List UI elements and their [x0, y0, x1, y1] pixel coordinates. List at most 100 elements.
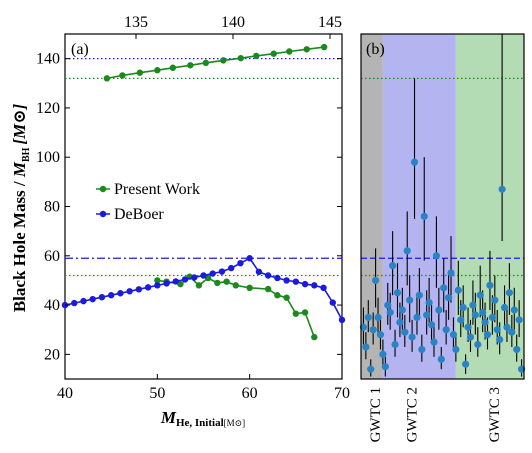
event-point-25 [420, 212, 428, 220]
event-point-17 [401, 328, 409, 336]
top-tick-label-2: 145 [318, 14, 342, 31]
series-1-point-15 [200, 272, 207, 279]
series-2-point-4 [169, 64, 177, 71]
event-point-60 [505, 289, 514, 297]
event-point-20 [408, 333, 416, 341]
band-gwtc-1 [361, 34, 383, 379]
series-2-point-11 [286, 48, 293, 55]
event-point-21 [410, 158, 419, 166]
x-tick-label-2: 60 [242, 385, 258, 402]
event-point-28 [427, 321, 436, 329]
panel-a-reference-lines [65, 57, 342, 277]
event-point-52 [486, 281, 494, 289]
series-0-point-11 [274, 292, 281, 299]
series-1-point-8 [135, 286, 143, 293]
series-1-point-29 [329, 299, 336, 306]
event-point-1 [362, 343, 370, 351]
series-1-point-18 [228, 264, 235, 272]
panel-a-series [61, 43, 346, 341]
series-2-point-13 [320, 43, 328, 51]
series-0-point-12 [283, 294, 290, 301]
series-1-point-14 [191, 274, 198, 281]
event-point-15 [396, 318, 404, 326]
series-1-point-22 [264, 272, 272, 279]
legend-deboer-label: DeBoer [114, 206, 164, 223]
event-point-49 [479, 308, 487, 317]
series-1-point-19 [237, 259, 244, 267]
panel-a-y-ticks: 20 40 60 80 100 120 140 [36, 51, 342, 363]
x-axis-label: MHe, Initial[M⊙] [160, 408, 245, 429]
event-point-6 [374, 313, 382, 321]
event-point-47 [474, 340, 482, 349]
event-point-26 [423, 311, 431, 319]
event-point-0 [359, 323, 368, 331]
series-0-point-7 [223, 278, 230, 285]
event-point-11 [386, 308, 394, 317]
event-point-13 [391, 340, 399, 349]
y-tick-label-0: 20 [44, 346, 60, 363]
series-1-point-27 [311, 282, 318, 289]
event-point-44 [466, 333, 475, 341]
event-point-51 [483, 331, 492, 339]
event-point-7 [376, 331, 385, 339]
series-1-point-12 [172, 278, 179, 285]
x-tick-label-3: 70 [334, 385, 350, 402]
series-1-point-26 [301, 280, 309, 288]
event-point-8 [379, 350, 387, 358]
series-line-1 [64, 257, 343, 321]
series-0-point-9 [246, 284, 253, 292]
series-2-point-8 [237, 54, 244, 62]
event-point-50 [481, 318, 489, 326]
series-2-point-1 [119, 72, 126, 79]
series-1-point-9 [144, 284, 152, 291]
series-1-point-23 [274, 274, 281, 282]
series-1-point-24 [283, 277, 290, 284]
panel-b-frame [360, 33, 525, 380]
series-1-point-17 [218, 268, 226, 275]
panel-a-top-ticks: 135 140 145 [124, 14, 342, 39]
event-point-54 [491, 296, 499, 304]
panel-a-label: (a) [71, 41, 89, 58]
series-1-point-20 [246, 255, 253, 262]
series-1-point-2 [80, 297, 87, 305]
series-2-point-12 [303, 46, 310, 53]
event-point-48 [476, 291, 484, 299]
panel-b: (b) GWTC 1 GWTC 2 GWTC 3 [359, 33, 526, 442]
event-point-62 [510, 306, 518, 314]
panel-a-frame [64, 33, 343, 380]
event-point-14 [393, 289, 402, 297]
series-1-point-16 [209, 270, 216, 277]
panel-a-x-ticks: 40 50 60 70 [57, 374, 350, 402]
event-point-30 [432, 252, 441, 260]
event-point-33 [440, 284, 448, 292]
event-point-4 [369, 326, 377, 334]
series-1-point-30 [338, 316, 346, 324]
event-point-37 [449, 331, 458, 339]
event-point-64 [515, 316, 523, 324]
y-tick-label-1: 40 [44, 297, 60, 314]
series-0-point-15 [311, 333, 318, 341]
event-point-24 [418, 345, 426, 354]
y-axis-label: Black Hole Mass / MBH[M⊙] [10, 104, 32, 313]
event-point-57 [498, 185, 506, 193]
event-point-36 [447, 269, 455, 277]
event-point-29 [430, 338, 438, 346]
series-1-point-25 [292, 278, 300, 285]
event-point-12 [389, 262, 397, 270]
series-1-point-4 [98, 293, 106, 301]
event-point-55 [493, 326, 501, 334]
event-point-42 [462, 360, 470, 368]
event-point-46 [471, 311, 479, 319]
panel-b-points [359, 34, 526, 377]
series-2-point-10 [270, 50, 277, 57]
y-tick-label-5: 120 [36, 100, 60, 117]
event-point-3 [367, 365, 375, 373]
series-0-point-14 [301, 309, 309, 316]
x-tick-label-0: 40 [57, 385, 73, 402]
event-point-23 [415, 291, 423, 299]
event-point-61 [508, 328, 516, 336]
panel-a: (a) 40 50 60 70 20 40 60 80 100 120 140 135 140 145… [10, 14, 350, 429]
event-point-2 [364, 313, 372, 321]
category-label-2: GWTC 3 [487, 387, 503, 442]
series-0-point-10 [264, 285, 272, 293]
